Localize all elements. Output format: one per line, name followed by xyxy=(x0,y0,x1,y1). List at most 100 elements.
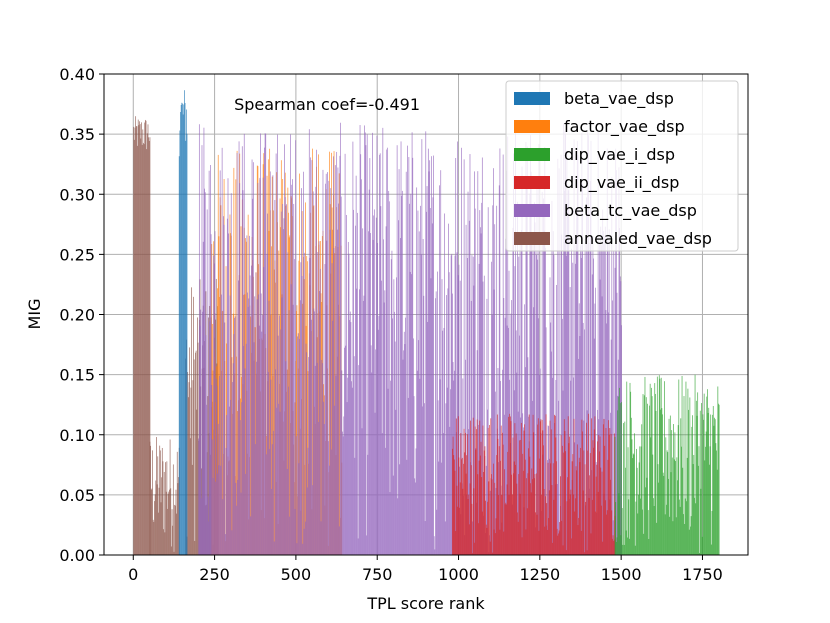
bar-annealed_vae_dsp-1-52 xyxy=(150,445,151,555)
bar-dip_vae_i_dsp-0-1578 xyxy=(646,477,648,555)
bar-dip_vae_ii_dsp-0-1110 xyxy=(494,482,496,555)
bar-beta_tc_vae_dsp-0-1344 xyxy=(570,380,572,555)
bar-beta_tc_vae_dsp-0-692 xyxy=(358,365,360,555)
bar-dip_vae_ii_dsp-0-1356 xyxy=(574,511,576,555)
bar-beta_tc_vae_dsp-0-446 xyxy=(278,403,280,555)
bar-beta_vae_dsp-0-158 xyxy=(184,102,186,555)
bar-beta_tc_vae_dsp-0-358 xyxy=(249,275,251,555)
bar-beta_tc_vae_dsp-0-908 xyxy=(428,171,430,555)
bar-annealed_vae_dsp-1-112 xyxy=(169,439,171,555)
bar-dip_vae_ii_dsp-0-1204 xyxy=(524,459,526,555)
bar-factor_vae_dsp-0-550 xyxy=(312,148,313,555)
bar-beta_tc_vae_dsp-0-794 xyxy=(391,250,393,556)
bar-dip_vae_i_dsp-0-1700 xyxy=(686,501,687,555)
bar-beta_tc_vae_dsp-0-564 xyxy=(316,362,318,555)
bar-beta_tc_vae_dsp-0-470 xyxy=(286,204,287,555)
bar-beta_tc_vae_dsp-0-638 xyxy=(340,196,342,555)
bar-beta_tc_vae_dsp-0-834 xyxy=(404,344,406,555)
bar-beta_tc_vae_dsp-0-1108 xyxy=(493,289,495,555)
bar-beta_tc_vae_dsp-0-696 xyxy=(359,125,361,555)
bar-beta_tc_vae_dsp-0-1442 xyxy=(602,209,604,555)
bar-annealed_vae_dsp-1-104 xyxy=(167,508,168,555)
bar-dip_vae_i_dsp-0-1796 xyxy=(717,386,719,555)
bar-beta_tc_vae_dsp-0-296 xyxy=(229,295,231,555)
bar-dip_vae_i_dsp-0-1610 xyxy=(656,376,658,555)
bar-annealed_vae_dsp-0-26 xyxy=(141,144,143,555)
bar-beta_tc_vae_dsp-0-1342 xyxy=(569,287,571,555)
bar-dip_vae_i_dsp-0-1504 xyxy=(622,544,624,555)
bar-beta_tc_vae_dsp-0-552 xyxy=(312,191,314,555)
bar-dip_vae_ii_dsp-0-1252 xyxy=(540,419,542,555)
legend-label-dip_vae_i_dsp: dip_vae_i_dsp xyxy=(564,145,675,165)
bar-beta_tc_vae_dsp-0-232 xyxy=(208,170,210,556)
bar-dip_vae_i_dsp-0-1770 xyxy=(708,464,710,555)
bar-dip_vae_ii_dsp-0-1088 xyxy=(487,501,488,555)
bar-annealed_vae_dsp-2-186 xyxy=(193,359,195,555)
bar-dip_vae_ii_dsp-0-1274 xyxy=(547,462,549,555)
bar-dip_vae_ii_dsp-0-1312 xyxy=(560,476,561,555)
bar-beta_tc_vae_dsp-0-1304 xyxy=(557,158,559,555)
bar-annealed_vae_dsp-1-138 xyxy=(178,477,179,555)
bar-factor_vae_dsp-0-480 xyxy=(289,235,291,555)
bar-beta_tc_vae_dsp-0-1138 xyxy=(503,298,505,555)
bar-dip_vae_i_dsp-0-1638 xyxy=(666,504,667,555)
bar-beta_tc_vae_dsp-0-578 xyxy=(321,359,323,555)
bar-beta_tc_vae_dsp-0-732 xyxy=(371,372,373,555)
bar-annealed_vae_dsp-0-50 xyxy=(149,137,151,555)
bar-beta_tc_vae_dsp-0-612 xyxy=(332,320,334,555)
bar-dip_vae_i_dsp-0-1674 xyxy=(677,425,679,555)
bar-beta_tc_vae_dsp-0-620 xyxy=(334,165,336,555)
bar-beta_tc_vae_dsp-0-1300 xyxy=(556,284,557,555)
bar-dip_vae_ii_dsp-0-1256 xyxy=(541,419,543,555)
bar-dip_vae_i_dsp-0-1576 xyxy=(645,397,647,555)
bar-beta_tc_vae_dsp-0-376 xyxy=(255,272,257,555)
bar-dip_vae_i_dsp-0-1512 xyxy=(625,467,626,555)
bar-beta_tc_vae_dsp-0-734 xyxy=(372,132,373,555)
bar-beta_tc_vae_dsp-0-1438 xyxy=(600,245,602,555)
bar-dip_vae_ii_dsp-0-1236 xyxy=(535,512,537,555)
bar-beta_tc_vae_dsp-0-682 xyxy=(355,225,356,555)
bar-beta_tc_vae_dsp-0-260 xyxy=(217,423,219,555)
bar-dip_vae_i_dsp-0-1782 xyxy=(712,406,714,555)
bar-beta_tc_vae_dsp-0-398 xyxy=(262,177,264,555)
bar-dip_vae_ii_dsp-0-1446 xyxy=(603,418,605,555)
bar-beta_tc_vae_dsp-0-774 xyxy=(385,447,386,555)
bar-beta_vae_dsp-0-148 xyxy=(181,102,183,555)
bar-beta_tc_vae_dsp-0-688 xyxy=(357,212,358,555)
bar-beta_tc_vae_dsp-0-956 xyxy=(444,213,446,556)
bar-dip_vae_i_dsp-0-1482 xyxy=(615,502,617,555)
bar-dip_vae_i_dsp-0-1710 xyxy=(689,397,691,555)
bar-beta_tc_vae_dsp-0-566 xyxy=(317,252,319,556)
y-tick-label-8: 0.40 xyxy=(59,65,95,84)
bar-beta_tc_vae_dsp-0-738 xyxy=(373,215,375,555)
bar-dip_vae_i_dsp-0-1692 xyxy=(683,396,685,555)
bar-dip_vae_ii_dsp-0-1472 xyxy=(612,538,613,555)
bar-factor_vae_dsp-0-262 xyxy=(218,236,220,556)
bar-beta_tc_vae_dsp-0-1048 xyxy=(474,171,475,555)
bar-dip_vae_ii_dsp-0-1320 xyxy=(562,545,564,555)
bar-dip_vae_ii_dsp-0-1120 xyxy=(497,438,499,555)
bar-beta_tc_vae_dsp-0-1230 xyxy=(533,307,535,555)
bar-annealed_vae_dsp-1-120 xyxy=(172,525,174,555)
bar-dip_vae_ii_dsp-0-992 xyxy=(455,418,457,555)
bar-beta_tc_vae_dsp-0-706 xyxy=(362,300,364,555)
bar-annealed_vae_dsp-0-40 xyxy=(146,149,148,555)
bar-beta_tc_vae_dsp-0-472 xyxy=(286,469,288,555)
bar-dip_vae_ii_dsp-0-1112 xyxy=(494,533,496,555)
bar-beta_tc_vae_dsp-0-1306 xyxy=(558,400,559,555)
bar-beta_tc_vae_dsp-0-1324 xyxy=(563,190,565,555)
bar-beta_tc_vae_dsp-0-522 xyxy=(303,171,304,555)
bar-beta_tc_vae_dsp-0-1000 xyxy=(458,264,460,555)
bar-beta_tc_vae_dsp-0-848 xyxy=(409,203,410,555)
bar-beta_tc_vae_dsp-0-496 xyxy=(294,508,296,555)
bar-beta_vae_dsp-0-144 xyxy=(180,112,181,555)
bar-dip_vae_ii_dsp-0-1038 xyxy=(470,465,472,555)
bar-beta_tc_vae_dsp-0-392 xyxy=(260,293,262,555)
bar-beta_tc_vae_dsp-0-844 xyxy=(407,397,409,555)
bar-beta_tc_vae_dsp-0-680 xyxy=(354,457,356,555)
bar-dip_vae_i_dsp-0-1660 xyxy=(673,424,674,555)
bar-dip_vae_ii_dsp-0-1374 xyxy=(580,447,581,555)
bar-beta_tc_vae_dsp-0-234 xyxy=(209,321,211,555)
bar-dip_vae_i_dsp-0-1656 xyxy=(671,457,673,555)
